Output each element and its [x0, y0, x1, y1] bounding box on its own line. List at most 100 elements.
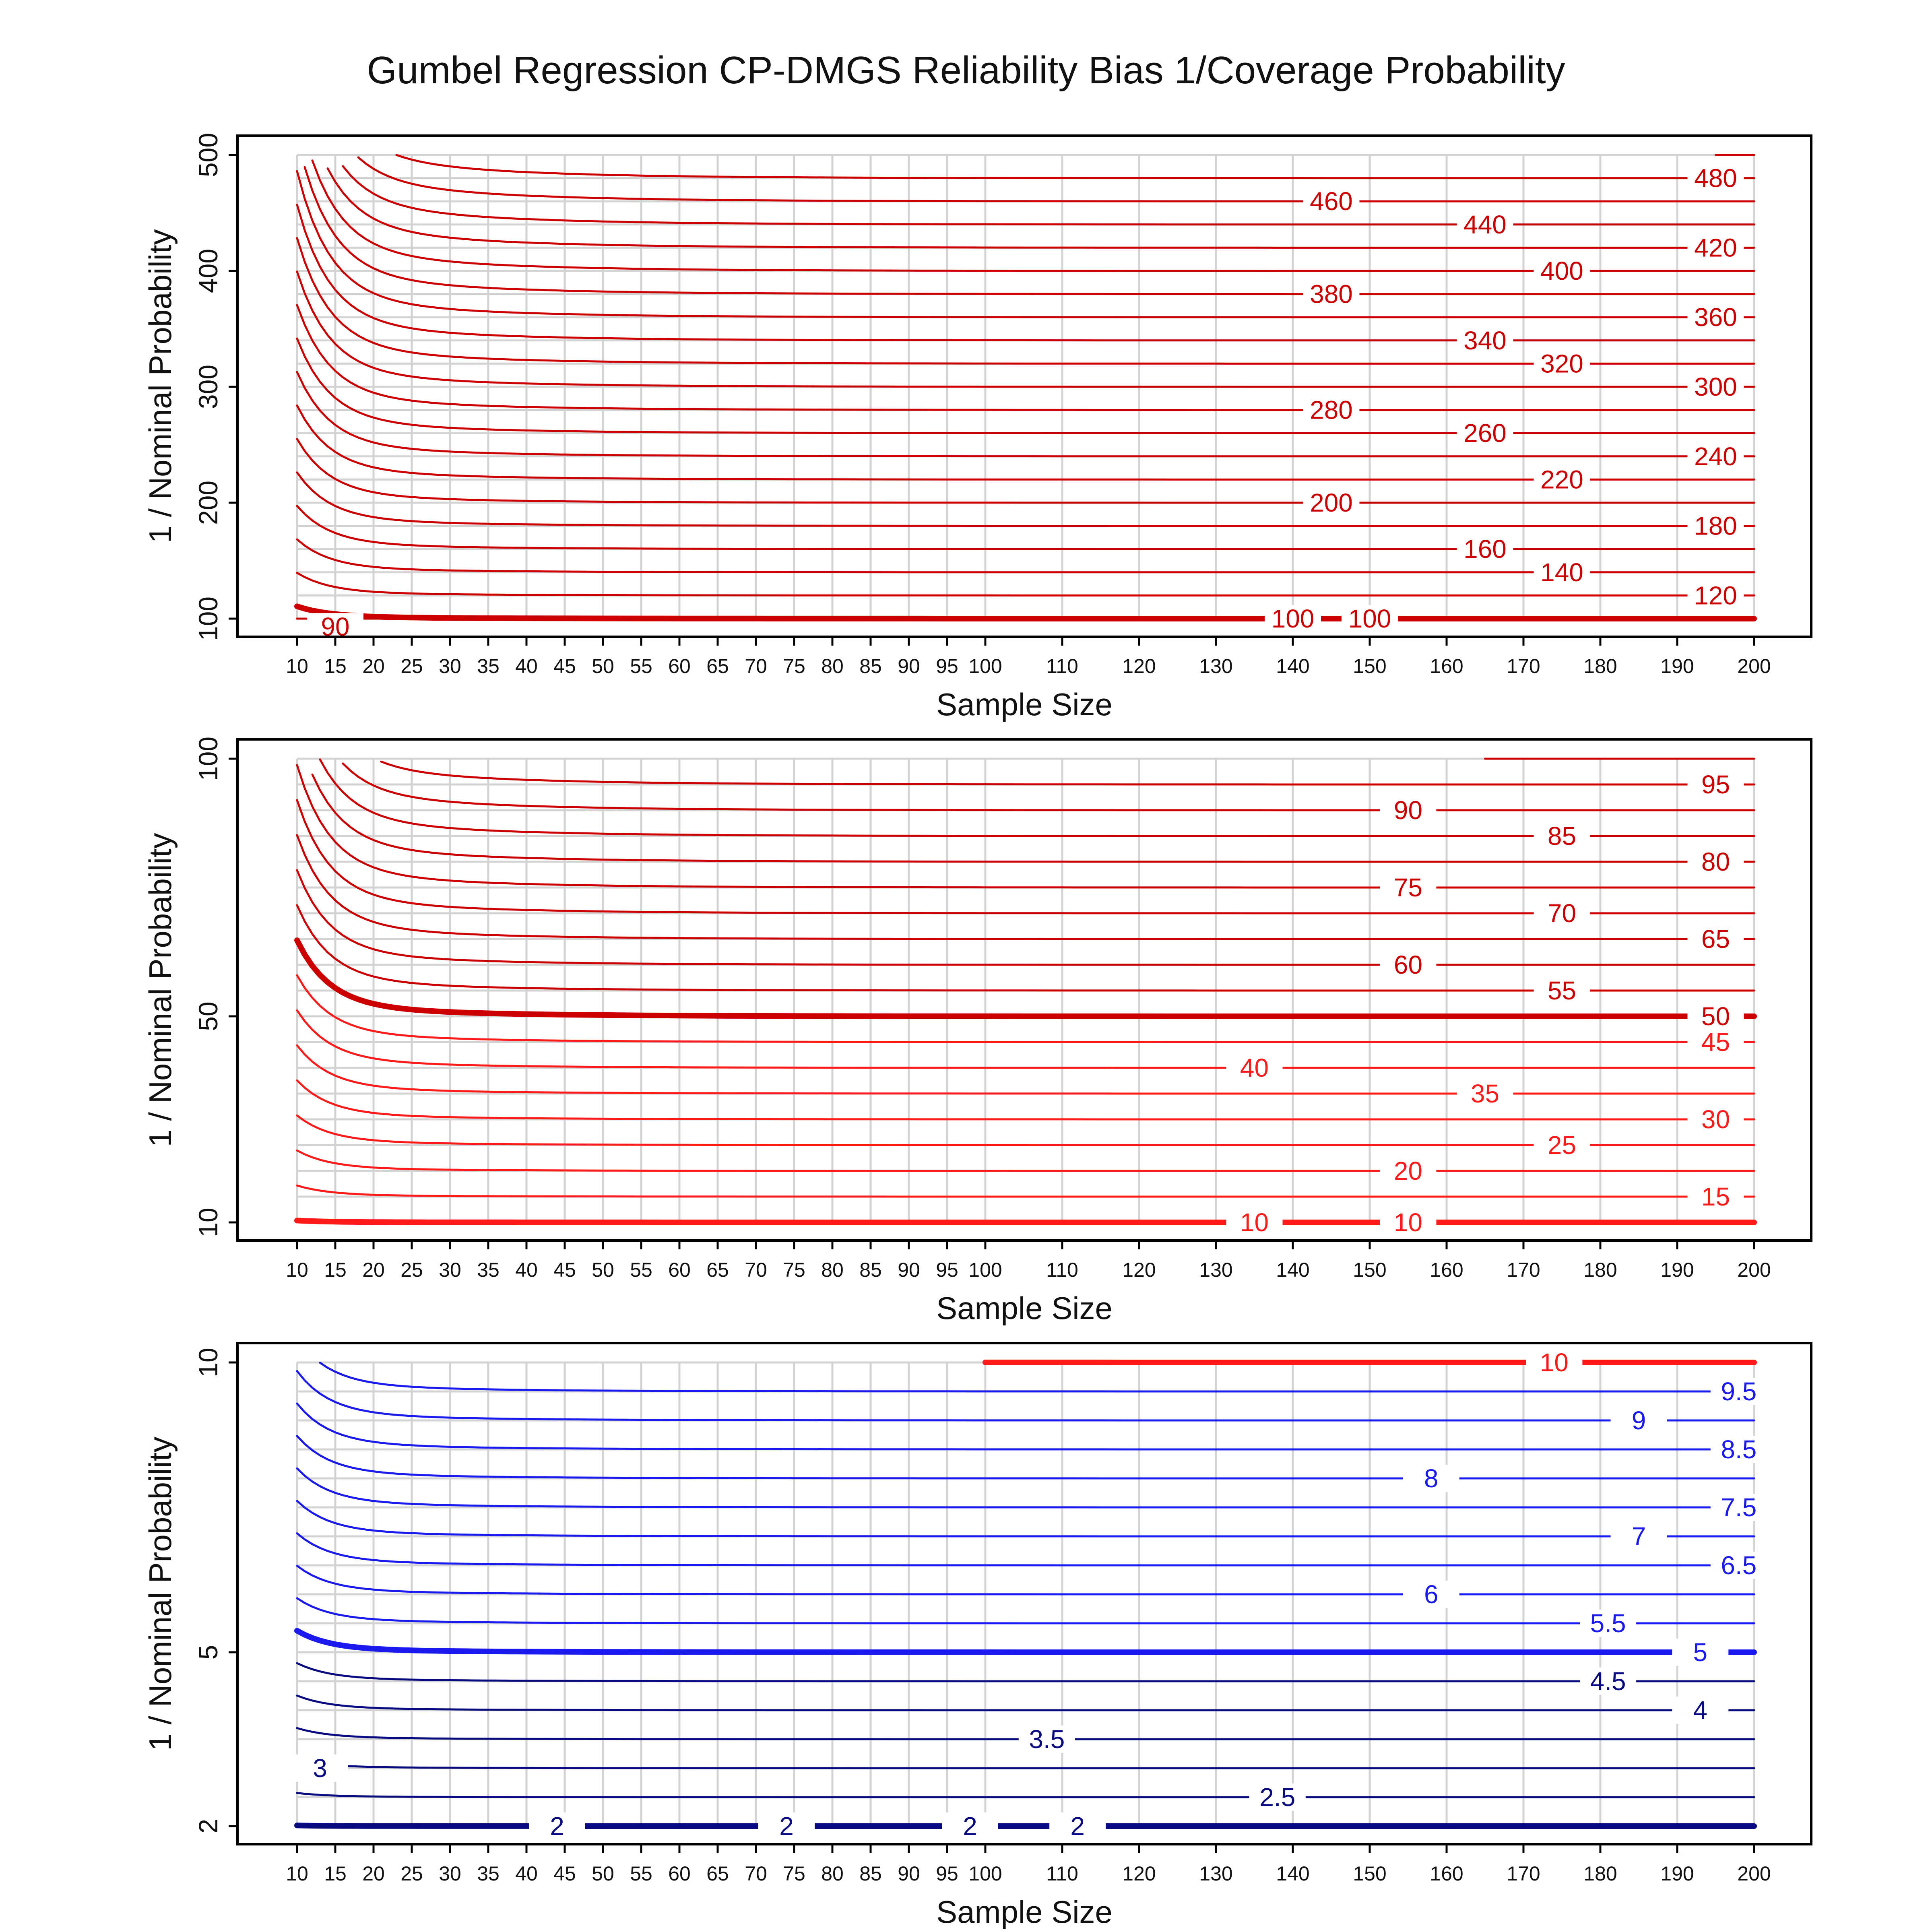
contour-label: 40 — [1240, 1053, 1269, 1082]
contour-label-bg — [1687, 925, 1744, 953]
contour-label: 140 — [1540, 558, 1583, 587]
y-tick-label: 500 — [193, 133, 223, 177]
contour-label: 5.5 — [1590, 1609, 1626, 1638]
contour-label: 95 — [1701, 770, 1730, 799]
contour-line-5 — [294, 1628, 1757, 1655]
x-tick-label: 80 — [821, 1862, 844, 1885]
x-tick-label: 80 — [821, 655, 844, 677]
x-tick-label: 25 — [400, 1259, 423, 1281]
contour-label-bg — [1303, 489, 1360, 516]
contour-line-30 — [296, 1079, 1755, 1121]
contour-label: 280 — [1310, 396, 1353, 425]
contour-line-260 — [296, 337, 1755, 434]
contour-line-40 — [296, 1009, 1755, 1069]
contour-label: 55 — [1548, 976, 1576, 1005]
x-tick-label: 50 — [592, 1862, 614, 1885]
x-tick-label: 160 — [1430, 1862, 1463, 1885]
x-tick-label: 40 — [515, 1259, 538, 1281]
contour-label-bg — [1457, 211, 1513, 238]
x-tick-label: 85 — [859, 1862, 882, 1885]
y-axis-label: 1 / Nominal Probability — [142, 229, 178, 543]
x-tick-label: 130 — [1199, 1862, 1232, 1885]
contour-label: 460 — [1310, 187, 1353, 216]
x-tick-label: 65 — [706, 1862, 729, 1885]
x-tick-label: 85 — [859, 655, 882, 677]
contour-label: 400 — [1540, 256, 1583, 285]
contour-line-60 — [296, 869, 1755, 966]
contour-label-bg — [1249, 1783, 1306, 1811]
x-tick-label: 30 — [439, 1862, 461, 1885]
x-tick-label: 130 — [1199, 1259, 1232, 1281]
contour-line-4_5 — [296, 1662, 1755, 1682]
contour-label-bg — [1049, 1812, 1106, 1840]
contour-label-bg — [1380, 1157, 1437, 1185]
x-tick-label: 170 — [1507, 1259, 1540, 1281]
contour-label-bg — [1403, 1581, 1459, 1608]
y-tick-label: 2 — [193, 1819, 223, 1834]
x-axis-label: Sample Size — [936, 687, 1113, 722]
contour-line-480 — [395, 154, 1755, 180]
contour-label: 260 — [1463, 419, 1507, 448]
x-tick-label: 180 — [1583, 1259, 1617, 1281]
contour-label-bg — [1710, 1494, 1767, 1521]
contour-label-bg — [758, 1812, 815, 1840]
contour-label: 60 — [1394, 950, 1422, 979]
contour-label: 85 — [1548, 822, 1576, 850]
contour-line-7_5 — [296, 1467, 1755, 1509]
contour-label-bg — [1303, 280, 1360, 308]
contour-line-300 — [296, 270, 1755, 388]
contour-label-bg — [1687, 303, 1744, 331]
contour-label-bg — [1610, 1407, 1667, 1434]
contour-label: 360 — [1694, 303, 1737, 332]
x-tick-label: 50 — [592, 655, 614, 677]
y-tick-label: 10 — [193, 1208, 223, 1237]
contour-label-bg — [1380, 797, 1437, 824]
contour-label: 480 — [1694, 164, 1737, 193]
x-tick-label: 75 — [783, 655, 805, 677]
x-tick-label: 10 — [286, 1259, 308, 1281]
x-tick-label: 90 — [898, 1862, 920, 1885]
contour-label: 30 — [1701, 1105, 1730, 1134]
y-axis-label: 1 / Nominal Probability — [142, 833, 178, 1147]
contour-label: 7.5 — [1721, 1493, 1757, 1522]
contour-line-80 — [311, 773, 1755, 863]
contour-label: 20 — [1394, 1156, 1422, 1185]
contour-label-bg — [1610, 1523, 1667, 1550]
contour-label: 2 — [1070, 1812, 1085, 1841]
y-tick-label: 50 — [193, 1001, 223, 1031]
x-tick-label: 10 — [286, 655, 308, 677]
x-tick-label: 200 — [1737, 655, 1771, 677]
y-tick-label: 300 — [193, 365, 223, 409]
contour-label-bg — [1380, 1209, 1437, 1236]
x-tick-label: 170 — [1507, 1862, 1540, 1885]
contour-line-75 — [296, 764, 1755, 889]
contour-line-120 — [296, 572, 1755, 597]
x-tick-label: 100 — [968, 655, 1002, 677]
x-tick-label: 140 — [1276, 655, 1309, 677]
contour-label-bg — [1226, 1209, 1283, 1236]
x-tick-label: 45 — [553, 1862, 576, 1885]
contour-label: 100 — [1348, 604, 1391, 633]
x-tick-label: 170 — [1507, 655, 1540, 677]
contour-label-bg — [1534, 977, 1590, 1004]
contour-line-7 — [296, 1500, 1755, 1538]
x-tick-label: 200 — [1737, 1862, 1771, 1885]
contour-line-95 — [380, 760, 1755, 786]
x-tick-label: 20 — [362, 1862, 385, 1885]
contour-label: 320 — [1540, 349, 1583, 378]
x-tick-label: 190 — [1660, 1259, 1694, 1281]
x-tick-label: 160 — [1430, 1259, 1463, 1281]
x-tick-label: 35 — [477, 1862, 500, 1885]
x-tick-label: 55 — [630, 1259, 652, 1281]
x-tick-label: 70 — [745, 1862, 767, 1885]
x-tick-label: 110 — [1046, 1259, 1078, 1281]
plot-frame — [236, 738, 1812, 1242]
plot-frame — [236, 1342, 1812, 1845]
contour-line-85 — [319, 758, 1755, 837]
x-tick-label: 65 — [706, 655, 729, 677]
x-tick-label: 40 — [515, 1862, 538, 1885]
x-tick-label: 55 — [630, 1862, 652, 1885]
x-tick-label: 75 — [783, 1862, 805, 1885]
contour-line-100 — [294, 603, 1757, 621]
